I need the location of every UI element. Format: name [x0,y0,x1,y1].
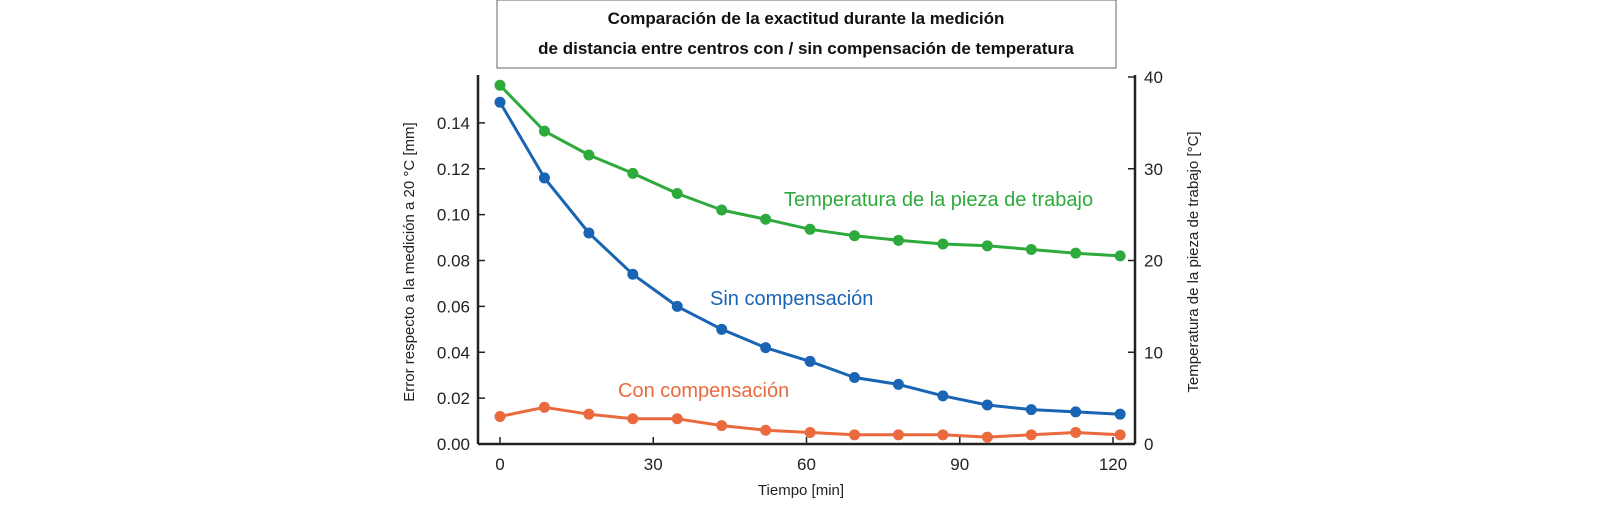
data-point-sin-compensacion [937,390,949,402]
series-label-temperatura-de-la-pieza-de-trabajo: Temperatura de la pieza de trabajo [784,189,1093,211]
y2-tick-label: 0 [1144,435,1153,454]
data-point-temperatura-de-la-pieza-de-trabajo [671,188,683,200]
data-point-sin-compensacion [1070,406,1082,418]
y-tick-label: 0.04 [437,343,470,362]
data-point-con-compensacion [1070,427,1082,439]
data-point-temperatura-de-la-pieza-de-trabajo [494,79,506,91]
y2-tick-label: 20 [1144,252,1163,271]
x-tick-label: 60 [797,455,816,474]
series-label-con-compensacion: Con compensación [618,380,789,402]
data-point-sin-compensacion [716,323,728,335]
data-point-temperatura-de-la-pieza-de-trabajo [892,234,904,246]
data-point-temperatura-de-la-pieza-de-trabajo [937,238,949,250]
title-box [496,0,1117,69]
data-point-temperatura-de-la-pieza-de-trabajo [804,223,816,235]
chart-title-line-1: Comparación de la exactitud durante la m… [608,9,1005,28]
data-point-temperatura-de-la-pieza-de-trabajo [627,167,639,179]
series-label-sin-compensacion: Sin compensación [710,288,873,310]
y-tick-label: 0.12 [437,160,470,179]
y2-tick-label: 40 [1144,68,1163,87]
data-point-con-compensacion [760,424,772,436]
y-tick-label: 0.14 [437,114,470,133]
y2-axis-title: Temperatura de la pieza de trabajo [°C] [1185,131,1202,392]
y2-tick-label: 10 [1144,343,1163,362]
data-point-temperatura-de-la-pieza-de-trabajo [1070,247,1082,259]
data-point-con-compensacion [849,429,861,441]
data-point-temperatura-de-la-pieza-de-trabajo [760,213,772,225]
data-point-con-compensacion [1025,429,1037,441]
data-point-temperatura-de-la-pieza-de-trabajo [538,125,550,137]
x-axis-title: Tiempo [min] [758,482,844,499]
series-line-sin-compensacion [498,101,1121,416]
data-point-sin-compensacion [849,371,861,383]
data-point-con-compensacion [804,427,816,439]
data-point-con-compensacion [494,410,506,422]
data-point-con-compensacion [671,413,683,425]
data-point-con-compensacion [981,431,993,443]
data-point-con-compensacion [716,420,728,432]
data-point-con-compensacion [583,408,595,420]
y-tick-label: 0.02 [437,389,470,408]
data-point-con-compensacion [892,429,904,441]
plot-area: 0.00 0.02 0.04 0.06 0.08 0.10 0.12 0.14 0 10 20 30 4… [437,68,1163,474]
data-point-con-compensacion [1114,429,1126,441]
y2-tick-label: 30 [1144,160,1163,179]
y-tick-label: 0.06 [437,297,470,316]
y-tick-label: 0.10 [437,206,470,225]
data-point-sin-compensacion [538,172,550,184]
data-point-temperatura-de-la-pieza-de-trabajo [583,149,595,161]
x-tick-label: 120 [1099,455,1127,474]
data-point-temperatura-de-la-pieza-de-trabajo [716,204,728,216]
data-point-sin-compensacion [760,342,772,354]
data-point-sin-compensacion [671,300,683,312]
data-point-temperatura-de-la-pieza-de-trabajo [981,240,993,252]
x-tick-label: 30 [644,455,663,474]
data-point-temperatura-de-la-pieza-de-trabajo [1114,250,1126,262]
y-axis-title: Error respecto a la medición a 20 °C [mm… [401,122,418,401]
data-point-sin-compensacion [804,355,816,367]
chart-title-line-2: de distancia entre centros con / sin com… [538,39,1074,58]
data-point-con-compensacion [937,429,949,441]
y-tick-label: 0.08 [437,252,470,271]
data-point-sin-compensacion [1114,408,1126,420]
data-point-sin-compensacion [627,268,639,280]
data-point-temperatura-de-la-pieza-de-trabajo [1025,243,1037,255]
data-point-sin-compensacion [583,227,595,239]
data-point-temperatura-de-la-pieza-de-trabajo [849,230,861,242]
data-point-sin-compensacion [892,378,904,390]
data-point-sin-compensacion [981,399,993,411]
x-tick-label: 90 [950,455,969,474]
x-tick-label: 0 [495,455,504,474]
data-point-con-compensacion [627,413,639,425]
data-point-con-compensacion [538,401,550,413]
y-tick-label: 0.00 [437,435,470,454]
data-point-sin-compensacion [1025,404,1037,416]
data-point-sin-compensacion [494,96,506,108]
